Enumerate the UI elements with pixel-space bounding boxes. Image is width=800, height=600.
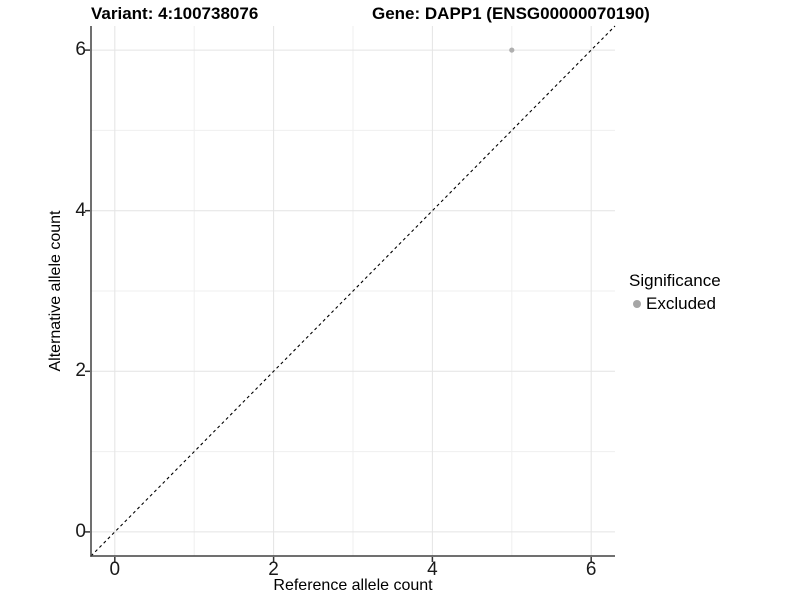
y-tick-label: 4 — [75, 199, 86, 221]
y-tick-label: 6 — [75, 39, 86, 61]
legend-item-excluded: Excluded — [629, 294, 721, 314]
legend-point-icon — [633, 300, 641, 308]
x-tick-label: 0 — [109, 559, 121, 580]
x-axis-title: Reference allele count — [273, 577, 433, 594]
x-tick-label: 4 — [427, 559, 438, 580]
plot-title-gene: Gene: DAPP1 (ENSG00000070190) — [372, 4, 650, 23]
x-tick-label: 2 — [268, 559, 279, 580]
x-tick-label: 6 — [585, 559, 597, 580]
identity-dashed-line — [90, 25, 616, 557]
legend-title: Significance — [629, 271, 721, 290]
y-tick-label: 0 — [75, 520, 86, 542]
data-point-excluded — [509, 47, 515, 53]
legend: Significance Excluded — [629, 271, 721, 314]
legend-item-label: Excluded — [646, 294, 716, 313]
y-tick-label: 2 — [75, 360, 86, 382]
y-axis-title: Alternative allele count — [47, 210, 64, 372]
plot-title-variant: Variant: 4:100738076 — [91, 4, 259, 23]
